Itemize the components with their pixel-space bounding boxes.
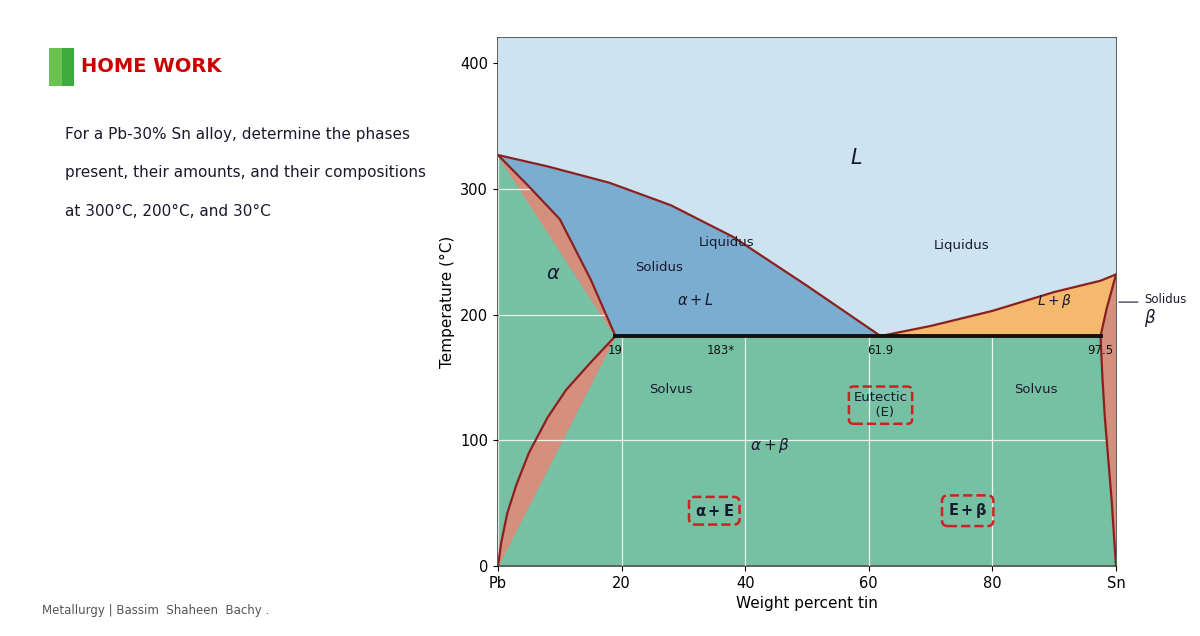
Polygon shape (1100, 275, 1116, 566)
Polygon shape (498, 38, 1116, 566)
Text: $L + \beta$: $L + \beta$ (1037, 292, 1072, 310)
Polygon shape (498, 38, 1116, 336)
Text: $\alpha + L$: $\alpha + L$ (677, 292, 714, 308)
Polygon shape (498, 155, 616, 566)
Text: $\alpha$: $\alpha$ (546, 265, 560, 284)
X-axis label: Weight percent tin: Weight percent tin (736, 597, 878, 611)
Text: For a Pb-30% Sn alloy, determine the phases: For a Pb-30% Sn alloy, determine the pha… (65, 127, 410, 142)
Text: 183*: 183* (707, 343, 734, 357)
Text: present, their amounts, and their compositions: present, their amounts, and their compos… (65, 165, 426, 181)
Text: Liquidus: Liquidus (698, 235, 755, 249)
Polygon shape (498, 155, 881, 336)
Text: 19: 19 (608, 343, 623, 357)
Text: Liquidus: Liquidus (934, 239, 989, 252)
Text: $\beta$: $\beta$ (1144, 307, 1156, 329)
Y-axis label: Temperature (°C): Temperature (°C) (439, 236, 455, 368)
Text: Solvus: Solvus (1014, 383, 1057, 396)
Text: Solidus: Solidus (635, 261, 683, 273)
Text: Solvus: Solvus (649, 383, 692, 396)
Text: Eutectic
  (E): Eutectic (E) (853, 391, 907, 419)
Text: $L$: $L$ (851, 148, 863, 168)
Text: 97.5: 97.5 (1087, 343, 1114, 357)
Text: Solidus: Solidus (1144, 293, 1186, 306)
Text: 61.9: 61.9 (868, 343, 894, 357)
Text: at 300°C, 200°C, and 30°C: at 300°C, 200°C, and 30°C (65, 204, 271, 219)
Bar (49, 48, 62, 86)
Text: $\mathbf{\alpha + E}$: $\mathbf{\alpha + E}$ (695, 502, 733, 519)
Bar (49, 48, 74, 86)
Text: $\mathbf{E + \beta}$: $\mathbf{E + \beta}$ (948, 501, 988, 520)
Polygon shape (881, 275, 1116, 336)
Text: Metallurgy | Bassim  Shaheen  Bachy .: Metallurgy | Bassim Shaheen Bachy . (42, 604, 270, 617)
Text: $\alpha + \beta$: $\alpha + \beta$ (750, 436, 790, 455)
Text: HOME WORK: HOME WORK (82, 57, 221, 76)
